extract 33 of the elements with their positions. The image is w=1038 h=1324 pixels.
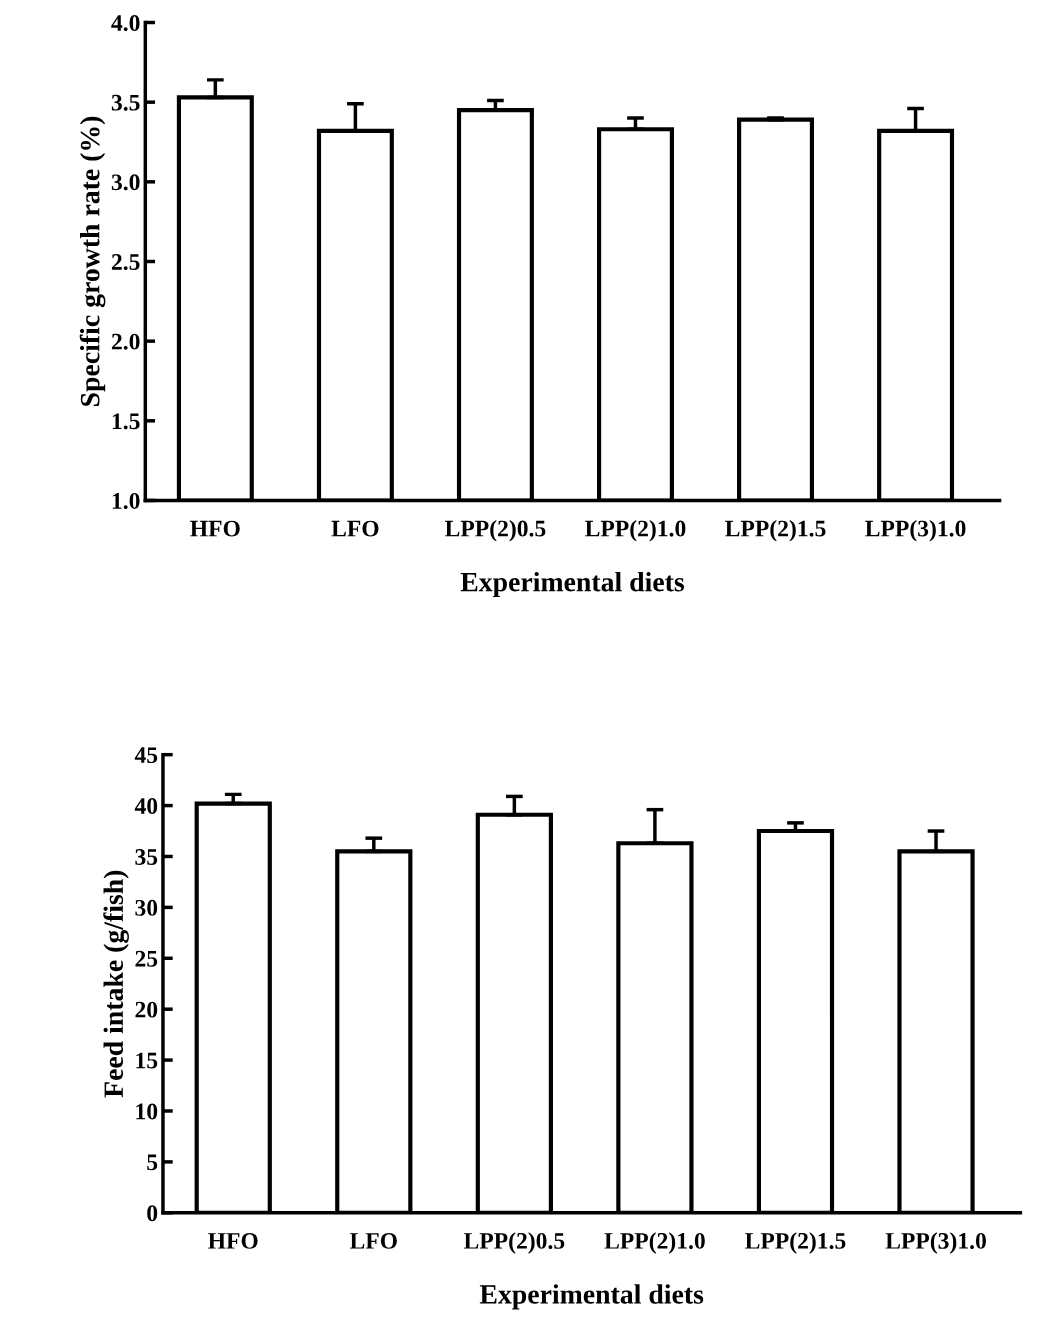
x-tick-label: LPP(3)1.0: [885, 1232, 986, 1254]
y-tick-label: 20: [135, 1001, 158, 1018]
y-tick-label: 2.0: [111, 333, 140, 350]
x-tick-label: LFO: [349, 1232, 397, 1249]
x-tick-label: LFO: [331, 520, 379, 537]
y-tick-label: 3.5: [111, 94, 140, 111]
x-tick-label: LPP(2)1.0: [604, 1232, 705, 1254]
x-tick-label: LPP(3)1.0: [865, 519, 966, 542]
x-tick-label: LPP(2)1.0: [585, 519, 686, 542]
x-tick-label: LPP(2)0.5: [463, 1232, 565, 1254]
x-axis-title: Experimental diets: [460, 571, 685, 598]
x-tick-label: HFO: [208, 1232, 258, 1249]
y-tick-label: 30: [135, 899, 158, 916]
x-tick-label: LPP(2)1.5: [725, 519, 826, 542]
y-tick-label: 4.0: [111, 15, 140, 32]
y-tick-label: 10: [136, 1103, 158, 1120]
x-axis-title: Experimental diets: [479, 1284, 704, 1310]
y-tick-label: 15: [136, 1052, 158, 1069]
y-tick-label: 5: [147, 1154, 158, 1171]
y-tick-label: 1.5: [112, 413, 140, 430]
y-tick-label: 25: [135, 950, 158, 967]
x-tick-label: LPP(2)1.5: [745, 1232, 846, 1254]
y-tick-label: 1.0: [112, 492, 140, 509]
y-tick-label: 3.0: [111, 174, 140, 191]
x-tick-label: HFO: [190, 520, 240, 537]
y-axis-title: Specific growth rate (%): [79, 116, 106, 406]
y-tick-label: 0: [147, 1205, 158, 1222]
y-tick-label: 35: [135, 849, 158, 865]
y-tick-label: 40: [134, 798, 158, 814]
y-axis-title: Feed intake (g/fish): [103, 870, 129, 1098]
x-tick-label: LPP(2)0.5: [445, 519, 546, 542]
y-tick-label: 2.5: [111, 254, 140, 271]
y-tick-label: 45: [134, 747, 158, 764]
